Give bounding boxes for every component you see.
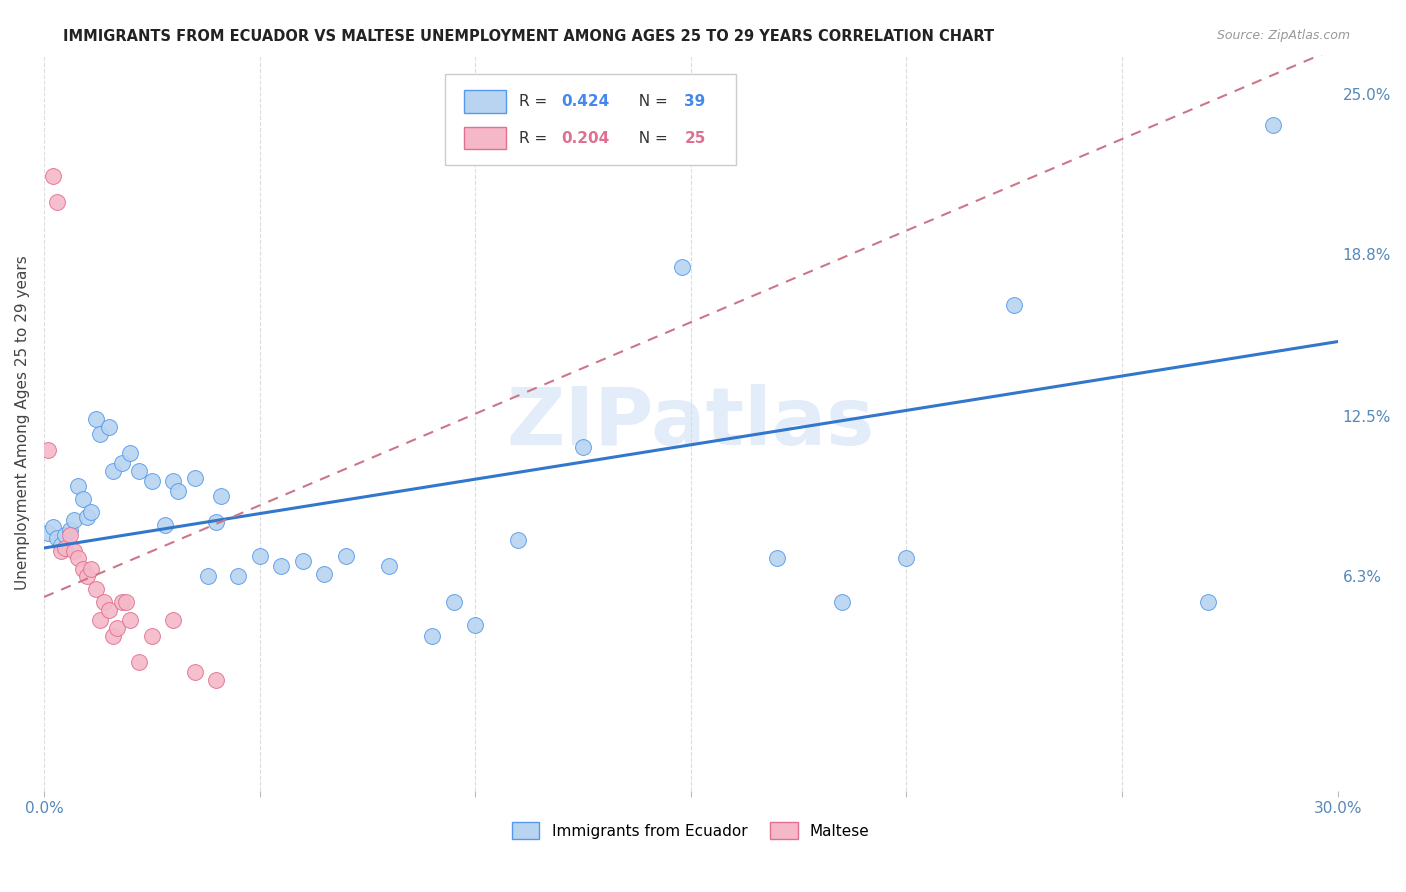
Text: 0.204: 0.204	[561, 131, 610, 145]
Point	[378, 559, 401, 574]
Text: IMMIGRANTS FROM ECUADOR VS MALTESE UNEMPLOYMENT AMONG AGES 25 TO 29 YEARS CORREL: IMMIGRANTS FROM ECUADOR VS MALTESE UNEMP…	[63, 29, 994, 44]
Text: R =: R =	[519, 94, 553, 109]
Point	[120, 613, 142, 627]
Text: N =: N =	[628, 131, 672, 145]
Point	[508, 533, 530, 548]
Text: 0.424: 0.424	[561, 94, 610, 109]
Point	[184, 665, 207, 679]
Point	[153, 517, 176, 532]
Point	[1197, 595, 1219, 609]
Point	[101, 464, 124, 478]
Point	[114, 595, 136, 609]
Y-axis label: Unemployment Among Ages 25 to 29 years: Unemployment Among Ages 25 to 29 years	[15, 255, 30, 591]
Point	[49, 538, 72, 552]
Point	[76, 569, 98, 583]
Point	[41, 520, 63, 534]
FancyBboxPatch shape	[464, 128, 506, 149]
Point	[72, 562, 94, 576]
Point	[671, 260, 693, 274]
Point	[335, 549, 357, 563]
Legend: Immigrants from Ecuador, Maltese: Immigrants from Ecuador, Maltese	[506, 815, 876, 846]
Text: Source: ZipAtlas.com: Source: ZipAtlas.com	[1216, 29, 1350, 42]
Point	[120, 445, 142, 459]
Point	[41, 169, 63, 184]
Point	[831, 595, 853, 609]
Point	[314, 566, 336, 581]
Point	[37, 442, 59, 457]
Point	[80, 505, 103, 519]
Point	[84, 582, 107, 597]
Point	[67, 479, 90, 493]
Point	[45, 195, 67, 210]
Text: N =: N =	[628, 94, 672, 109]
Point	[162, 474, 184, 488]
Text: 39: 39	[685, 94, 706, 109]
Point	[464, 618, 486, 632]
Point	[55, 541, 77, 555]
Point	[101, 629, 124, 643]
Point	[766, 551, 789, 566]
Point	[63, 513, 86, 527]
Point	[249, 549, 271, 563]
Point	[205, 673, 228, 687]
Point	[110, 456, 132, 470]
Point	[184, 471, 207, 485]
Point	[128, 655, 150, 669]
Point	[166, 484, 188, 499]
Point	[1261, 118, 1284, 132]
Point	[141, 474, 163, 488]
Point	[270, 559, 292, 574]
Point	[93, 595, 115, 609]
Point	[226, 569, 249, 583]
Point	[72, 491, 94, 506]
Point	[67, 551, 90, 566]
Point	[45, 531, 67, 545]
Point	[84, 412, 107, 426]
Point	[97, 419, 120, 434]
Point	[420, 629, 443, 643]
Point	[205, 515, 228, 529]
Text: R =: R =	[519, 131, 553, 145]
FancyBboxPatch shape	[464, 90, 506, 112]
Point	[291, 554, 314, 568]
Point	[59, 523, 82, 537]
Point	[443, 595, 465, 609]
Point	[55, 528, 77, 542]
Point	[110, 595, 132, 609]
FancyBboxPatch shape	[444, 73, 737, 165]
Point	[197, 569, 219, 583]
Point	[63, 543, 86, 558]
Point	[59, 528, 82, 542]
Point	[209, 490, 232, 504]
Point	[80, 562, 103, 576]
Point	[76, 510, 98, 524]
Point	[572, 441, 595, 455]
Point	[128, 464, 150, 478]
Point	[162, 613, 184, 627]
Point	[141, 629, 163, 643]
Point	[97, 603, 120, 617]
Point	[37, 525, 59, 540]
Point	[89, 427, 111, 442]
Point	[1002, 298, 1025, 312]
Point	[896, 551, 918, 566]
Point	[49, 543, 72, 558]
Text: 25: 25	[685, 131, 706, 145]
Text: ZIPatlas: ZIPatlas	[506, 384, 875, 462]
Point	[105, 621, 128, 635]
Point	[89, 613, 111, 627]
